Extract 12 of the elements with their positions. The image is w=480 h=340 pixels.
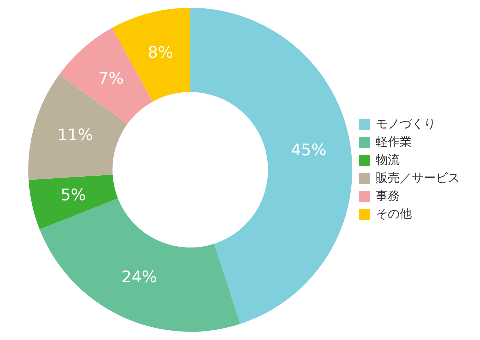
data-label: 8%	[148, 43, 174, 62]
data-label: 45%	[291, 140, 327, 160]
data-label: 5%	[60, 185, 86, 204]
legend-label: 販売／サービス	[376, 171, 460, 186]
legend-label: モノづくり	[376, 117, 436, 132]
legend-label: 物流	[376, 153, 400, 168]
legend-label: 事務	[376, 189, 400, 204]
data-label: 7%	[98, 69, 124, 88]
data-label: 24%	[122, 268, 158, 287]
legend-label: その他	[376, 207, 412, 222]
legend-label: 軽作業	[376, 135, 412, 150]
data-label: 11%	[58, 126, 94, 145]
